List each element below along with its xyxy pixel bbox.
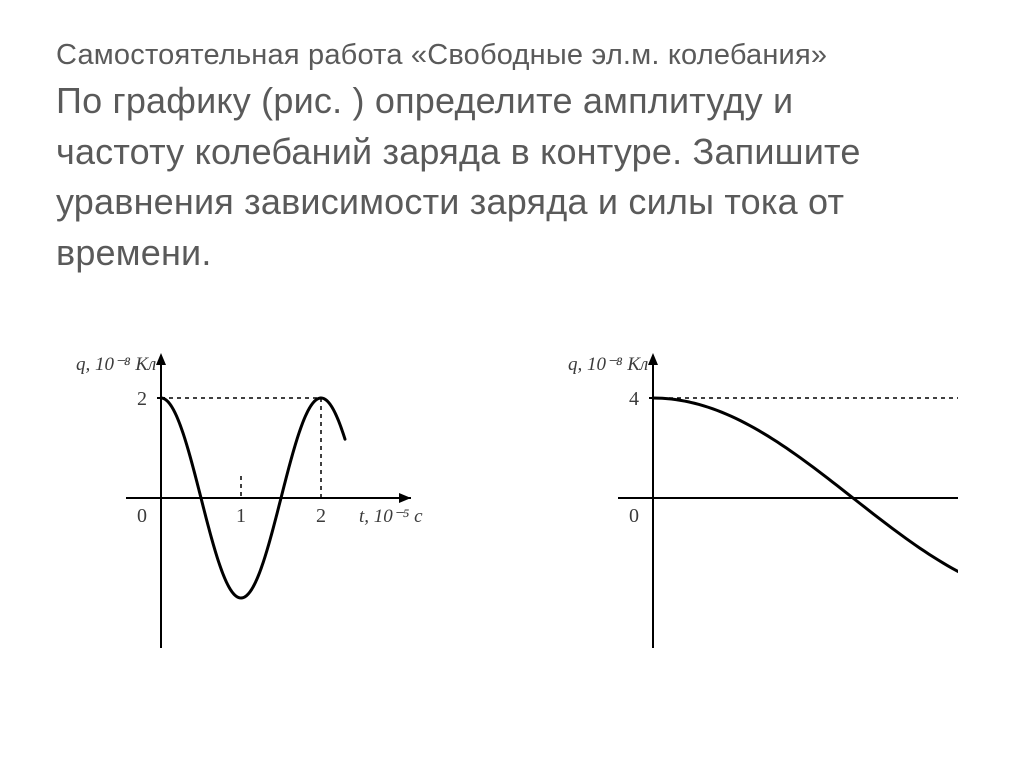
heading-line-3: уравнения зависимости заряда и силы тока… [56,178,968,227]
heading-small: Самостоятельная работа «Свободные эл.м. … [56,36,968,75]
svg-text:t, 10⁻⁵ с: t, 10⁻⁵ с [359,506,423,527]
svg-text:1: 1 [236,505,246,527]
heading-line-2: частоту колебаний заряда в контуре. Запи… [56,128,968,177]
svg-text:q, 10⁻⁸ Кл: q, 10⁻⁸ Кл [76,354,156,375]
svg-text:2: 2 [316,505,326,527]
svg-text:2: 2 [137,388,147,410]
heading-line-1: По графику (рис. ) определите амплитуду … [56,77,968,126]
svg-text:4: 4 [629,388,639,410]
chart-left: q, 10⁻⁸ Кл 2 0 1 2 t, 10⁻⁵ с [66,338,466,658]
heading-line-4: времени. [56,229,968,278]
chart-right: q, 10⁻⁸ Кл40510t, 10⁻⁶ с [558,338,958,658]
svg-text:0: 0 [629,505,639,527]
svg-text:q, 10⁻⁸ Кл: q, 10⁻⁸ Кл [568,354,648,375]
svg-text:0: 0 [137,505,147,527]
